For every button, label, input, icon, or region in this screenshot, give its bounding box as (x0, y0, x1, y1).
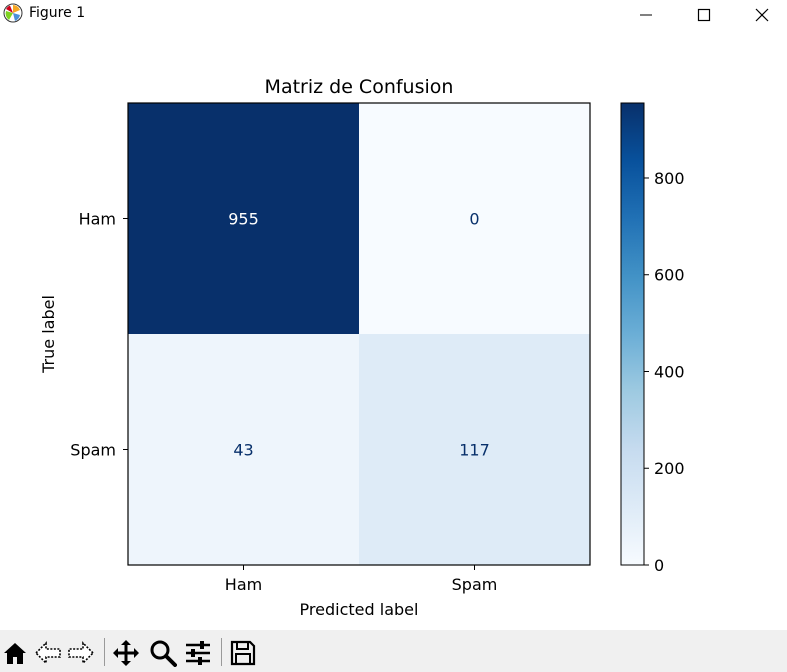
maximize-icon (697, 8, 711, 22)
cell-value-label: 117 (459, 441, 490, 460)
forward-icon (68, 641, 95, 665)
plot-frame (127, 102, 591, 566)
matrix-cell (128, 103, 359, 334)
colorbar-tick-label: 800 (654, 169, 685, 188)
back-icon (34, 641, 61, 665)
colorbar-tick-label: 600 (654, 266, 685, 285)
configure-subplots-icon (186, 641, 210, 665)
save-button[interactable] (228, 638, 258, 668)
cell-value-label: 955 (228, 210, 259, 229)
y-tick-label: Spam (70, 441, 116, 460)
pan-button[interactable] (111, 638, 141, 668)
x-tick-label: Ham (225, 575, 262, 594)
back-button[interactable] (33, 638, 63, 668)
pan-icon (113, 640, 139, 666)
confusion-matrix-chart: Matriz de Confusion 955 0 43 117 Ham Spam Ha… (39, 76, 685, 619)
x-axis-label: Predicted label (300, 600, 419, 619)
cell-value-label: 43 (233, 441, 253, 460)
home-button[interactable] (0, 638, 30, 668)
window-title: Figure 1 (29, 5, 86, 21)
save-icon (230, 640, 256, 666)
y-tick-label: Ham (79, 210, 116, 229)
minimize-button[interactable] (617, 0, 675, 30)
close-button[interactable] (733, 0, 787, 30)
matrix-cell (359, 103, 590, 334)
y-axis-label: True label (39, 295, 58, 374)
title-bar: Figure 1 (0, 0, 787, 30)
colorbar (620, 102, 645, 566)
colorbar-tick-label: 0 (654, 556, 664, 575)
matrix-cell (128, 334, 359, 565)
cell-value-label: 0 (469, 210, 479, 229)
zoom-icon (150, 640, 177, 667)
zoom-button[interactable] (148, 638, 178, 668)
x-tick-label: Spam (452, 575, 498, 594)
forward-button[interactable] (66, 638, 96, 668)
close-icon (755, 8, 769, 22)
maximize-button[interactable] (675, 0, 733, 30)
navigation-toolbar (0, 630, 787, 672)
home-icon (4, 643, 26, 664)
colorbar-tick-label: 400 (654, 362, 685, 381)
colorbar-tick-label: 200 (654, 459, 685, 478)
matrix-cell (359, 334, 590, 565)
toolbar-separator (104, 638, 105, 666)
toolbar-separator (221, 638, 222, 666)
matplotlib-logo-icon (3, 3, 23, 23)
chart-title: Matriz de Confusion (265, 76, 454, 98)
minimize-icon (640, 14, 652, 16)
configure-subplots-button[interactable] (183, 638, 213, 668)
